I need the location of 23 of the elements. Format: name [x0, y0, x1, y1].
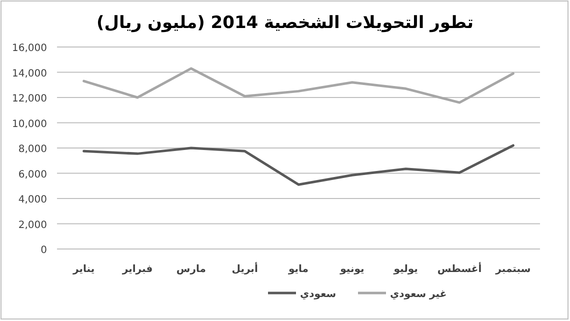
chart-title: تطور التحويلات الشخصية 2014 (مليون ريال): [96, 13, 474, 33]
y-tick-label: 2,000: [18, 220, 47, 231]
legend-label: غير سعودي: [390, 289, 447, 300]
x-tick-label: يوليو: [392, 264, 418, 275]
y-tick-label: 0: [40, 245, 47, 256]
line-series: [82, 144, 514, 186]
y-tick-label: 8,000: [18, 144, 47, 155]
legend-label: سعودي: [300, 289, 336, 300]
y-tick-label: 16,000: [12, 43, 47, 54]
x-tick-label: أغسطس: [437, 262, 482, 275]
x-tick-label: يناير: [72, 264, 95, 275]
y-tick-label: 12,000: [12, 94, 47, 104]
line-series: [82, 67, 514, 104]
x-tick-label: سبتمبر: [494, 264, 531, 275]
x-tick-label: مارس: [176, 264, 206, 275]
x-tick-label: مايو: [288, 264, 308, 275]
y-tick-label: 4,000: [18, 194, 47, 206]
x-tick-label: أبريل: [232, 262, 258, 275]
y-tick-label: 6,000: [18, 169, 47, 180]
x-tick-label: فبراير: [121, 264, 153, 275]
y-tick-label: 14,000: [12, 68, 47, 80]
x-tick-label: يونيو: [339, 264, 364, 275]
y-tick-label: 10,000: [12, 118, 47, 130]
